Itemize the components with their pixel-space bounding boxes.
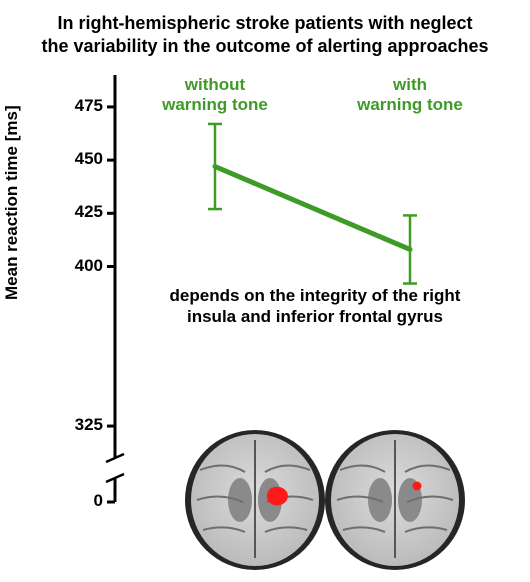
y-tick: 0 bbox=[55, 491, 103, 511]
midtext-line2: insula and inferior frontal gyrus bbox=[130, 306, 500, 327]
y-tick: 425 bbox=[55, 202, 103, 222]
midtext-line1: depends on the integrity of the right bbox=[130, 285, 500, 306]
y-tick: 400 bbox=[55, 256, 103, 276]
y-tick: 475 bbox=[55, 96, 103, 116]
dependency-text: depends on the integrity of the right in… bbox=[130, 285, 500, 328]
y-tick: 325 bbox=[55, 415, 103, 435]
condition-label: withoutwarning tone bbox=[145, 75, 285, 114]
brain-slice-image bbox=[185, 430, 325, 570]
brain-slice-image bbox=[325, 430, 465, 570]
y-tick: 450 bbox=[55, 149, 103, 169]
condition-label: withwarning tone bbox=[340, 75, 480, 114]
